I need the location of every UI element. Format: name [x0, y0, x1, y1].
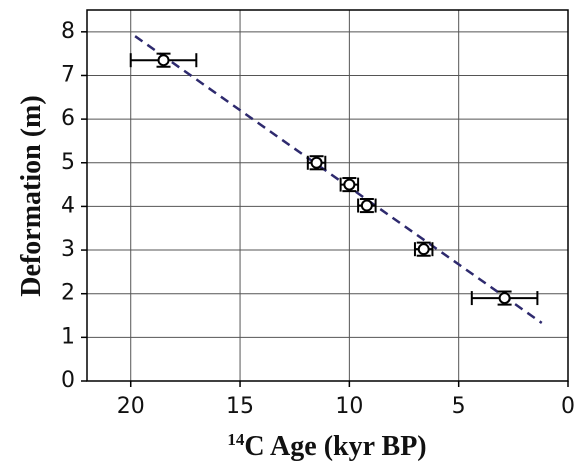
y-tick-label: 5 — [61, 150, 75, 175]
x-tick-label: 0 — [561, 394, 575, 419]
x-tick-label: 15 — [226, 394, 254, 419]
data-point — [343, 178, 356, 191]
y-tick-label: 1 — [61, 324, 75, 349]
y-tick-label: 2 — [61, 281, 75, 306]
data-point — [417, 243, 430, 256]
trend-line — [134, 35, 543, 324]
x-axis-label: 14C Age (kyr BP) — [227, 430, 426, 462]
y-tick-label: 0 — [61, 368, 75, 393]
x-tick-label: 20 — [117, 394, 145, 419]
data-point — [310, 156, 323, 169]
x-tick-label: 5 — [452, 394, 466, 419]
data-point — [157, 54, 170, 67]
y-tick-label: 4 — [61, 193, 75, 218]
x-axis-label-sup: 14 — [227, 430, 245, 449]
x-axis-label-main: C Age (kyr BP) — [244, 431, 426, 462]
y-tick-label: 6 — [61, 106, 75, 131]
y-tick-label: 7 — [61, 62, 75, 87]
x-tick-label: 10 — [335, 394, 363, 419]
data-point — [498, 292, 511, 305]
plot-frame — [86, 9, 569, 382]
y-tick-label: 8 — [61, 19, 75, 44]
data-point — [360, 199, 373, 212]
y-tick-label: 3 — [61, 237, 75, 262]
y-axis-label: Deformation (m) — [16, 95, 47, 296]
